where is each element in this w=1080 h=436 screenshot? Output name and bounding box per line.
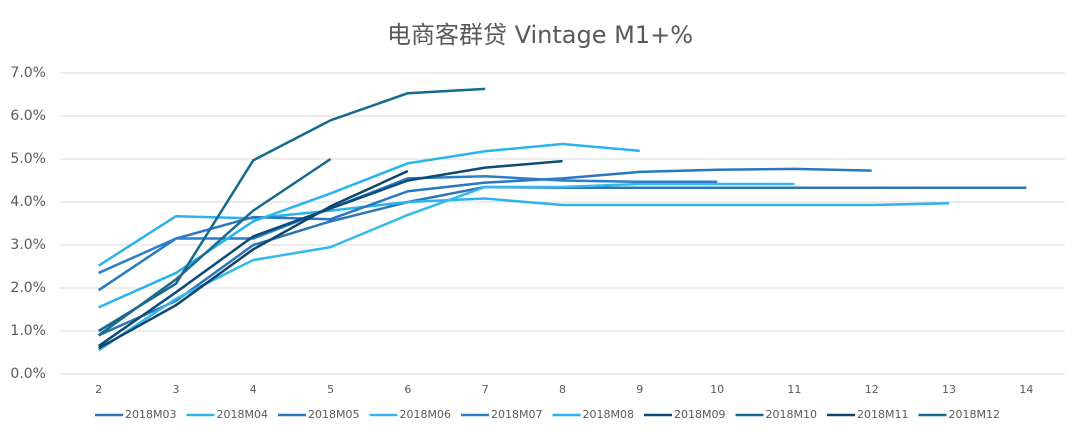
x-tick-label: 10 — [710, 383, 724, 396]
x-tick-label: 14 — [1019, 383, 1033, 396]
x-tick-label: 5 — [327, 383, 334, 396]
legend-label: 2018M10 — [766, 408, 817, 421]
legend-label: 2018M11 — [857, 408, 908, 421]
legend-label: 2018M08 — [583, 408, 634, 421]
series-line — [97, 197, 950, 267]
legend-label: 2018M12 — [949, 408, 1000, 421]
x-tick-label: 12 — [865, 383, 879, 396]
x-tick-label: 2 — [95, 383, 102, 396]
y-tick-label: 0.0% — [10, 366, 46, 382]
series-line — [97, 157, 332, 337]
series-line — [97, 167, 872, 292]
x-tick-label: 11 — [787, 383, 801, 396]
x-tick-label: 3 — [172, 383, 179, 396]
y-tick-label: 3.0% — [10, 237, 46, 253]
legend-label: 2018M09 — [674, 408, 725, 421]
legend-label: 2018M05 — [308, 408, 359, 421]
legend-label: 2018M03 — [125, 408, 176, 421]
series-line — [98, 87, 486, 333]
x-tick-label: 13 — [942, 383, 956, 396]
series-line — [97, 159, 563, 348]
series-line — [98, 142, 640, 309]
legend-label: 2018M04 — [217, 408, 268, 421]
y-tick-label: 1.0% — [10, 323, 46, 339]
y-tick-label: 4.0% — [10, 194, 46, 210]
y-tick-label: 2.0% — [10, 280, 46, 296]
series-line — [98, 174, 718, 275]
y-tick-label: 5.0% — [10, 151, 46, 167]
x-tick-label: 6 — [404, 383, 411, 396]
y-tick-label: 7.0% — [10, 65, 46, 81]
x-tick-label: 9 — [636, 383, 643, 396]
chart-title: 电商客群贷 Vintage M1+% — [387, 21, 693, 49]
legend-label: 2018M07 — [491, 408, 542, 421]
series-line — [98, 169, 409, 350]
series-line — [97, 182, 795, 352]
x-tick-label: 8 — [559, 383, 566, 396]
x-tick-label: 4 — [250, 383, 257, 396]
legend-label: 2018M06 — [400, 408, 451, 421]
y-tick-label: 6.0% — [10, 108, 46, 124]
x-tick-label: 7 — [482, 383, 489, 396]
